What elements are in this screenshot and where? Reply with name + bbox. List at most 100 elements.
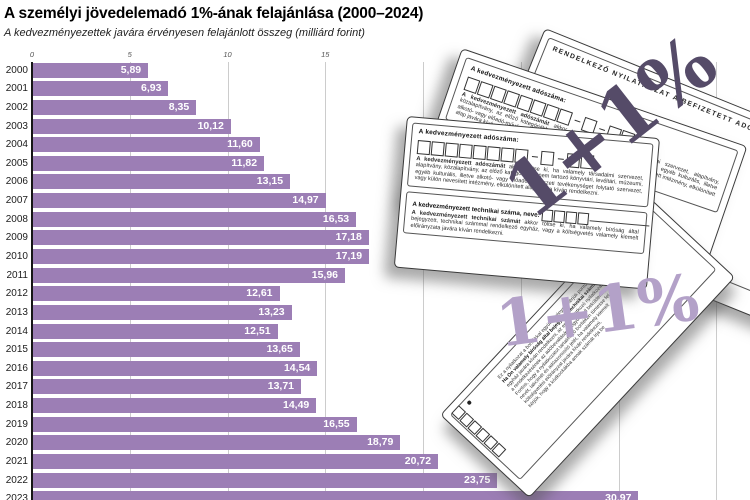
- table-row: 2015 13,65: [0, 342, 750, 358]
- bar: 30,97: [33, 491, 639, 500]
- page-title: A személyi jövedelemadó 1%-ának felajánl…: [4, 5, 424, 22]
- bar-value-label: 17,19: [335, 250, 363, 262]
- x-tick-label: 10: [223, 50, 232, 59]
- bar: 13,23: [33, 304, 292, 320]
- bar: 5,89: [33, 62, 149, 78]
- bar: 18,79: [33, 435, 401, 451]
- table-row: 2018 14,49: [0, 398, 750, 414]
- year-label: 2018: [5, 400, 28, 412]
- bar-value-label: 15,96: [311, 268, 339, 281]
- table-row: 2008 16,53: [0, 211, 750, 227]
- table-row: 2014 12,51: [0, 323, 750, 339]
- bar-value-label: 16,55: [323, 417, 350, 430]
- y-axis-line: [31, 62, 33, 500]
- year-label: 2006: [5, 176, 28, 188]
- x-tick-label: 15: [321, 50, 330, 59]
- bar-value-label: 13,23: [258, 305, 285, 318]
- bar: 14,49: [33, 398, 317, 414]
- table-row: 2016 14,54: [0, 360, 750, 376]
- bar-value-label: 6,93: [141, 82, 162, 95]
- bar: 8,35: [33, 99, 197, 115]
- bar-value-label: 14,49: [282, 399, 310, 412]
- bar-value-label: 11,82: [231, 156, 258, 169]
- bar-value-label: 13,65: [266, 343, 293, 356]
- year-label: 2023: [5, 493, 28, 500]
- table-row: 2012 12,61: [0, 286, 750, 302]
- table-row: 2002 8,35: [0, 99, 750, 115]
- year-label: 2009: [5, 232, 28, 244]
- year-label: 2013: [5, 306, 28, 318]
- bar: 12,51: [33, 323, 278, 339]
- year-label: 2002: [5, 101, 28, 113]
- bar: 12,61: [33, 286, 280, 302]
- bar: 13,15: [33, 174, 291, 190]
- year-label: 2004: [5, 139, 28, 151]
- bar-value-label: 20,72: [404, 455, 432, 468]
- bar: 17,19: [33, 249, 370, 264]
- year-label: 2021: [5, 456, 28, 468]
- table-row: 2006 13,15: [0, 174, 750, 190]
- year-label: 2000: [5, 64, 28, 76]
- year-label: 2014: [5, 325, 28, 337]
- bar: 6,93: [33, 81, 169, 97]
- year-label: 2008: [5, 213, 28, 225]
- year-label: 2005: [5, 157, 28, 169]
- bar-value-label: 8,35: [168, 100, 190, 113]
- bar-value-label: 13,71: [267, 380, 295, 393]
- table-row: 2013 13,23: [0, 304, 750, 320]
- bar-value-label: 5,89: [120, 63, 142, 76]
- year-label: 2003: [5, 120, 28, 132]
- table-row: 2001 6,93: [0, 81, 750, 97]
- table-row: 2004 11,60: [0, 137, 750, 153]
- table-row: 2005 11,82: [0, 155, 750, 171]
- bar: 14,97: [33, 193, 326, 209]
- x-tick-label: 0: [29, 50, 35, 59]
- year-label: 2017: [5, 381, 28, 393]
- year-label: 2016: [5, 362, 28, 374]
- year-label: 2010: [5, 251, 28, 262]
- bar: 13,71: [33, 379, 302, 395]
- page-subtitle: A kedvezményezettek javára érvényesen fe…: [4, 27, 365, 39]
- table-row: 2020 18,79: [0, 435, 750, 451]
- bar-value-label: 11,60: [227, 138, 253, 151]
- bar: 15,96: [33, 267, 346, 283]
- bar: 23,75: [33, 472, 498, 488]
- bar: 17,18: [33, 230, 369, 246]
- year-label: 2012: [5, 288, 28, 300]
- table-row: 2009 17,18: [0, 230, 750, 246]
- bar-value-label: 13,15: [256, 175, 284, 188]
- bar-value-label: 18,79: [367, 436, 394, 449]
- table-row: 2011 15,96: [0, 267, 750, 283]
- x-tick-label: 5: [127, 50, 132, 59]
- year-label: 2022: [5, 474, 28, 486]
- bar: 16,53: [33, 211, 357, 227]
- table-row: 2019 16,55: [0, 416, 750, 432]
- bar-value-label: 14,54: [283, 361, 311, 374]
- year-label: 2019: [5, 418, 28, 430]
- bar-value-label: 10,12: [197, 119, 224, 132]
- bar: 11,60: [33, 137, 260, 153]
- table-row: 2023 30,97: [0, 491, 750, 500]
- bar-value-label: 14,97: [292, 194, 319, 207]
- bar: 14,54: [33, 360, 318, 376]
- table-row: 2010 17,19: [0, 249, 750, 264]
- bar: 13,65: [33, 342, 300, 358]
- table-row: 2003 10,12: [0, 118, 750, 134]
- bar: 16,55: [33, 416, 357, 432]
- bar-value-label: 16,53: [322, 212, 350, 225]
- table-row: 2022 23,75: [0, 472, 750, 488]
- year-label: 2001: [5, 83, 28, 95]
- year-label: 2020: [5, 437, 28, 449]
- bar: 20,72: [33, 454, 439, 470]
- year-label: 2015: [5, 344, 28, 356]
- bar-value-label: 12,51: [244, 324, 271, 337]
- year-label: 2011: [6, 269, 28, 281]
- table-row: 2021 20,72: [0, 454, 750, 470]
- bar-value-label: 30,97: [605, 492, 632, 500]
- year-label: 2007: [5, 195, 28, 207]
- bar: 10,12: [33, 118, 231, 134]
- bar-value-label: 17,18: [335, 231, 362, 244]
- bar-value-label: 23,75: [464, 473, 491, 486]
- table-row: 2017 13,71: [0, 379, 750, 395]
